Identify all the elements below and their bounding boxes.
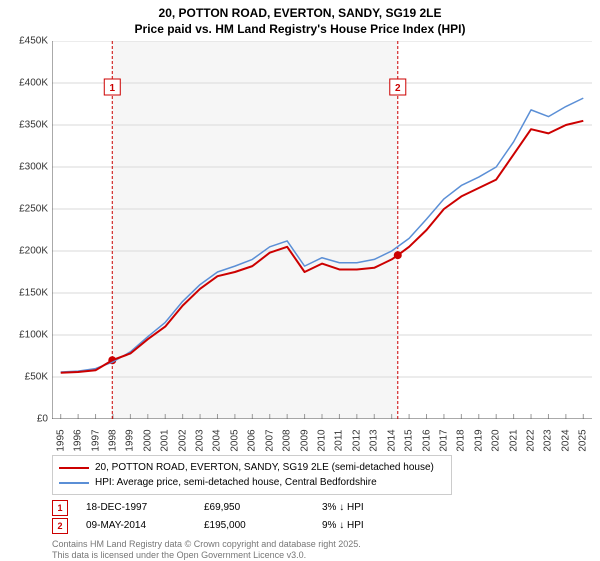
x-tick-label: 2022 xyxy=(526,430,537,452)
sale-hpi-1: 3% ↓ HPI xyxy=(322,499,402,517)
y-tick-label: £400K xyxy=(8,78,48,89)
x-tick-label: 2016 xyxy=(421,430,432,452)
sale-marker-1: 1 xyxy=(52,500,68,516)
sale-price-2: £195,000 xyxy=(204,517,304,535)
x-tick-label: 2025 xyxy=(578,430,589,452)
sale-row-2: 2 09-MAY-2014 £195,000 9% ↓ HPI xyxy=(52,517,592,535)
y-tick-label: £0 xyxy=(8,414,48,425)
x-tick-label: 2006 xyxy=(247,430,258,452)
title-line1: 20, POTTON ROAD, EVERTON, SANDY, SG19 2L… xyxy=(159,6,442,20)
legend-item-1: 20, POTTON ROAD, EVERTON, SANDY, SG19 2L… xyxy=(59,460,445,475)
legend-label-1: 20, POTTON ROAD, EVERTON, SANDY, SG19 2L… xyxy=(95,460,434,475)
x-tick-label: 2014 xyxy=(386,430,397,452)
y-tick-label: £100K xyxy=(8,330,48,341)
sale-points: 1 18-DEC-1997 £69,950 3% ↓ HPI 2 09-MAY-… xyxy=(52,499,592,535)
x-tick-label: 2015 xyxy=(404,430,415,452)
y-tick-label: £50K xyxy=(8,372,48,383)
sale-date-1: 18-DEC-1997 xyxy=(86,499,186,517)
footer-line1: Contains HM Land Registry data © Crown c… xyxy=(52,539,361,549)
x-tick-label: 1996 xyxy=(73,430,84,452)
x-tick-label: 2001 xyxy=(160,430,171,452)
svg-text:1: 1 xyxy=(109,83,115,94)
x-tick-label: 2010 xyxy=(317,430,328,452)
x-tick-label: 2017 xyxy=(438,430,449,452)
x-tick-label: 2007 xyxy=(264,430,275,452)
x-tick-label: 2021 xyxy=(508,430,519,452)
x-tick-label: 2005 xyxy=(229,430,240,452)
sale-date-2: 09-MAY-2014 xyxy=(86,517,186,535)
footer-line2: This data is licensed under the Open Gov… xyxy=(52,550,306,560)
x-tick-label: 2024 xyxy=(560,430,571,452)
x-tick-label: 2013 xyxy=(369,430,380,452)
x-tick-label: 2011 xyxy=(334,430,345,452)
x-tick-label: 2019 xyxy=(473,430,484,452)
x-tick-label: 1995 xyxy=(55,430,66,452)
legend: 20, POTTON ROAD, EVERTON, SANDY, SG19 2L… xyxy=(52,455,452,495)
y-tick-label: £250K xyxy=(8,204,48,215)
x-tick-label: 2004 xyxy=(212,430,223,452)
x-tick-label: 2023 xyxy=(543,430,554,452)
x-tick-label: 2000 xyxy=(142,430,153,452)
x-tick-label: 2020 xyxy=(491,430,502,452)
x-tick-label: 2003 xyxy=(195,430,206,452)
legend-swatch-1 xyxy=(59,467,89,469)
sale-price-1: £69,950 xyxy=(204,499,304,517)
x-tick-label: 2009 xyxy=(299,430,310,452)
y-tick-label: £200K xyxy=(8,246,48,257)
x-tick-label: 2018 xyxy=(456,430,467,452)
y-tick-label: £300K xyxy=(8,162,48,173)
sale-hpi-2: 9% ↓ HPI xyxy=(322,517,402,535)
chart-title: 20, POTTON ROAD, EVERTON, SANDY, SG19 2L… xyxy=(8,6,592,37)
x-tick-label: 2012 xyxy=(351,430,362,452)
y-tick-label: £450K xyxy=(8,36,48,47)
sale-row-1: 1 18-DEC-1997 £69,950 3% ↓ HPI xyxy=(52,499,592,517)
x-tick-label: 1999 xyxy=(125,430,136,452)
legend-label-2: HPI: Average price, semi-detached house,… xyxy=(95,475,377,490)
chart-area: £0 £50K £100K £150K £200K £250K £300K £350K £400… xyxy=(8,41,592,449)
legend-item-2: HPI: Average price, semi-detached house,… xyxy=(59,475,445,490)
x-tick-label: 1997 xyxy=(90,430,101,452)
x-tick-label: 1998 xyxy=(107,430,118,452)
svg-text:2: 2 xyxy=(395,83,401,94)
footer: Contains HM Land Registry data © Crown c… xyxy=(52,539,592,561)
x-tick-label: 2008 xyxy=(282,430,293,452)
x-tick-label: 2002 xyxy=(177,430,188,452)
sale-marker-2: 2 xyxy=(52,518,68,534)
plot: 12 xyxy=(52,41,592,419)
y-tick-label: £150K xyxy=(8,288,48,299)
y-tick-label: £350K xyxy=(8,120,48,131)
legend-swatch-2 xyxy=(59,482,89,484)
title-line2: Price paid vs. HM Land Registry's House … xyxy=(135,22,466,36)
